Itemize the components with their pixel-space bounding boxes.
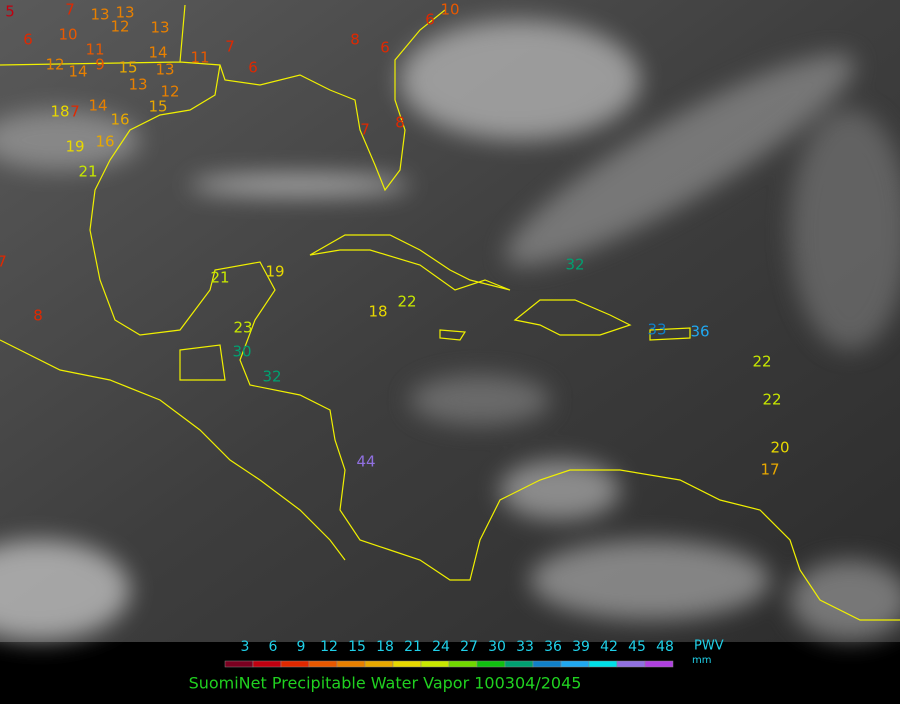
station-value: 13: [150, 19, 169, 37]
station-value: 6: [248, 59, 258, 77]
station-value: 13: [128, 76, 147, 94]
station-value: 7: [360, 121, 370, 139]
station-value: 6: [380, 39, 390, 57]
station-value: 36: [690, 323, 709, 341]
station-value: 8: [33, 307, 43, 325]
colorbar-swatch: [532, 660, 562, 668]
colorbar-swatch: [448, 660, 478, 668]
colorbar-swatch: [560, 660, 590, 668]
station-value: 16: [95, 133, 114, 151]
station-value: 22: [397, 293, 416, 311]
units-name: PWV: [694, 639, 724, 654]
station-value: 14: [148, 44, 167, 62]
colorbar-tick-label: 21: [404, 639, 422, 655]
station-value: 12: [110, 18, 129, 36]
colorbar-swatch: [392, 660, 422, 668]
station-value: 19: [65, 138, 84, 156]
station-value: 32: [262, 368, 281, 386]
clouds: [0, 20, 900, 640]
colorbar-tick-label: 36: [544, 639, 562, 655]
colorbar-tick-label: 30: [488, 639, 506, 655]
colorbar-swatch: [476, 660, 506, 668]
colorbar-swatch: [504, 660, 534, 668]
units-unit: mm: [692, 655, 711, 666]
station-value: 11: [190, 49, 209, 67]
station-value: 21: [78, 163, 97, 181]
station-value: 32: [565, 256, 584, 274]
station-value: 7: [225, 38, 235, 56]
colorbar-tick-label: 42: [600, 639, 618, 655]
colorbar-swatch: [588, 660, 618, 668]
colorbar-swatch: [616, 660, 646, 668]
colorbar-swatch: [364, 660, 394, 668]
colorbar-tick-label: 6: [269, 639, 278, 655]
colorbar-tick-label: 33: [516, 639, 534, 655]
station-value: 33: [647, 321, 666, 339]
colorbar-swatch: [252, 660, 282, 668]
title: SuomiNet Precipitable Water Vapor 100304…: [189, 674, 582, 693]
station-value: 13: [115, 4, 134, 22]
station-value: 30: [232, 343, 251, 361]
station-value: 8: [395, 114, 405, 132]
station-value: 7: [70, 103, 80, 121]
colorbar-tick-label: 24: [432, 639, 450, 655]
colorbar-tick-label: 15: [348, 639, 366, 655]
station-value: 20: [770, 439, 789, 457]
coastlines: [0, 4, 900, 621]
colorbar-tick-label: 45: [628, 639, 646, 655]
colorbar-swatch: [308, 660, 338, 668]
station-value: 15: [148, 98, 167, 116]
colorbar-tick-label: 3: [241, 639, 250, 655]
station-value: 44: [356, 453, 375, 471]
station-value: 13: [90, 6, 109, 24]
colorbar-swatch: [644, 660, 674, 668]
station-value: 7: [65, 1, 75, 19]
colorbar: 3 6 9 12 15 18 21 24 27 30 33 36 39 42 45 48: [224, 639, 674, 668]
station-value: 14: [88, 97, 107, 115]
station-value: 19: [265, 263, 284, 281]
colorbar-swatch: [280, 660, 310, 668]
station-value: 5: [5, 3, 15, 21]
colorbar-swatch: [420, 660, 450, 668]
colorbar-tick-label: 48: [656, 639, 674, 655]
station-value: 9: [95, 56, 105, 74]
colorbar-tick-label: 12: [320, 639, 338, 655]
station-value: 10: [58, 26, 77, 44]
station-value: 12: [45, 56, 64, 74]
station-value: 8: [350, 31, 360, 49]
colorbar-tick-label: 18: [376, 639, 394, 655]
colorbar-tick-label: 39: [572, 639, 590, 655]
station-value: 15: [118, 59, 137, 77]
station-value: 23: [233, 319, 252, 337]
station-value: 12: [160, 83, 179, 101]
station-value: 18: [368, 303, 387, 321]
station-value: 7: [0, 253, 7, 271]
station-value: 16: [110, 111, 129, 129]
station-value: 21: [210, 269, 229, 287]
station-value: 18: [50, 103, 69, 121]
colorbar-tick-label: 9: [297, 639, 306, 655]
station-value: 6: [23, 31, 33, 49]
station-value: 22: [762, 391, 781, 409]
station-value: 17: [760, 461, 779, 479]
station-value: 13: [155, 61, 174, 79]
colorbar-swatch: [336, 660, 366, 668]
station-value: 22: [752, 353, 771, 371]
station-value: 10: [440, 1, 459, 19]
colorbar-tick-label: 27: [460, 639, 478, 655]
colorbar-swatch: [224, 660, 254, 668]
station-value: 11: [85, 41, 104, 59]
station-value: 6: [425, 11, 435, 29]
station-value: 14: [68, 63, 87, 81]
